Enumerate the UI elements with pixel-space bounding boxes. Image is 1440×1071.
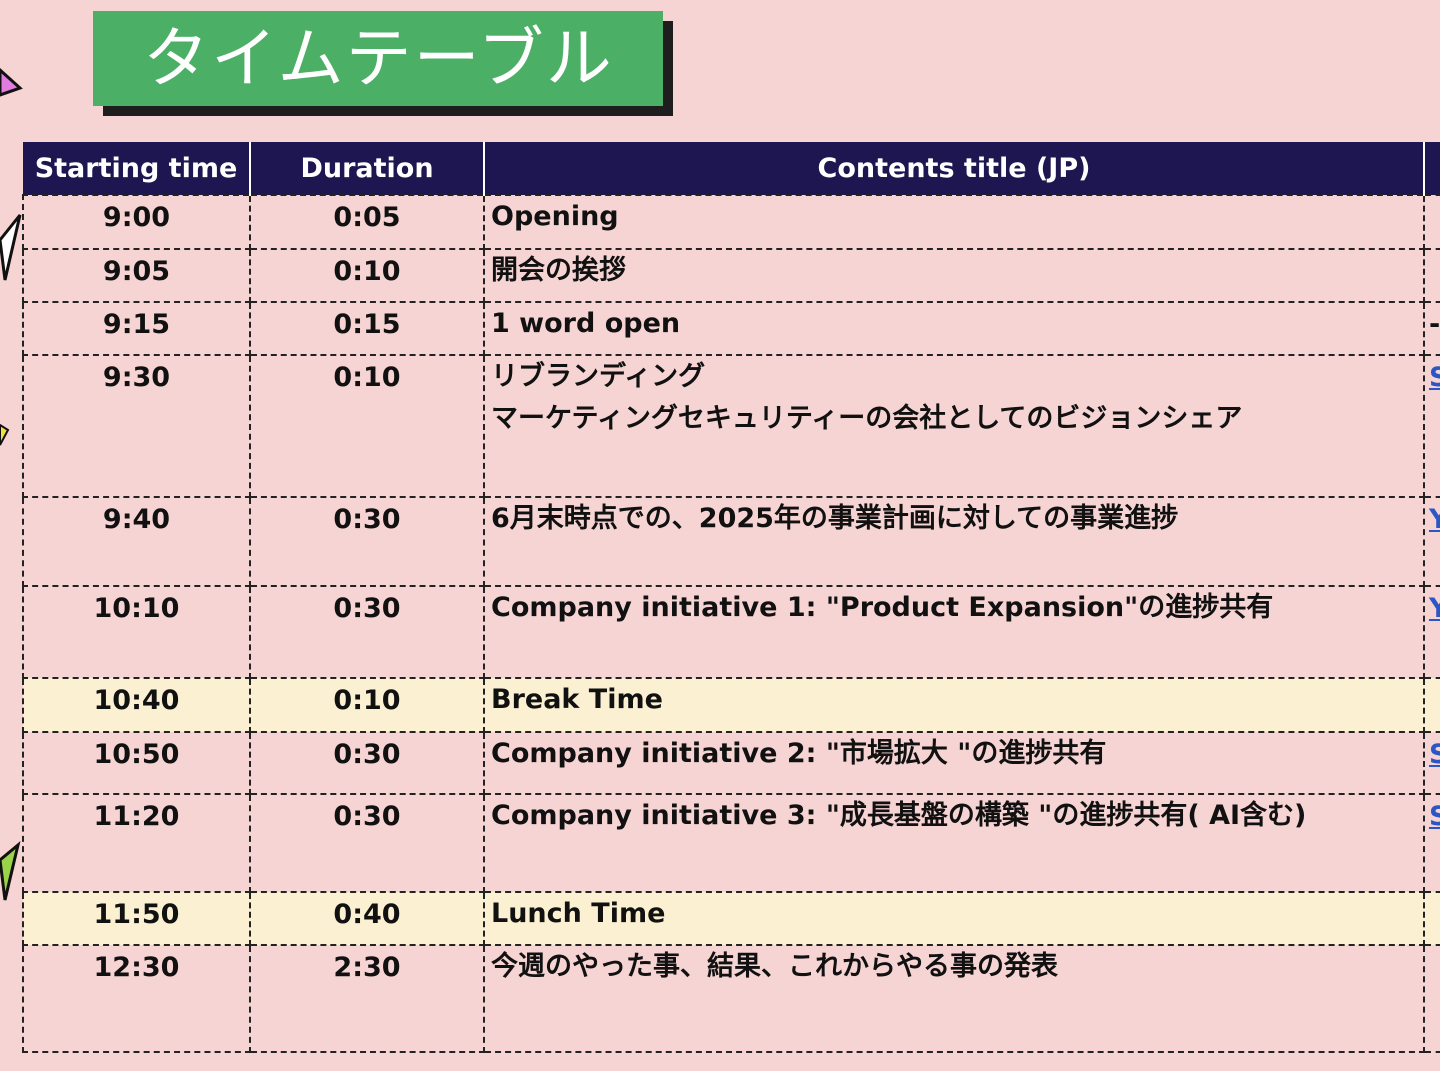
duration-cell: 0:40 (249, 891, 485, 946)
link-cell[interactable]: Y (1423, 585, 1440, 679)
link-cell[interactable]: Y (1423, 496, 1440, 587)
table-row: 12:30 2:30 今週のやった事、結果、これからやる事の発表 (22, 944, 1440, 1053)
contents-title-cell: リブランディング マーケティングセキュリティーの会社としてのビジョンシェア (483, 354, 1425, 498)
duration-cell: 0:10 (249, 354, 485, 498)
start-time-cell: 9:00 (22, 194, 251, 250)
link-cell[interactable]: S (1423, 793, 1440, 893)
header-duration: Duration (250, 142, 485, 195)
header-extra (1424, 142, 1440, 195)
start-time-cell: 11:50 (22, 891, 251, 946)
contents-title-cell: 6月末時点での、2025年の事業計画に対しての事業進捗 (483, 496, 1425, 587)
contents-title-cell: Company initiative 3: "成長基盤の構築 "の進捗共有( A… (483, 793, 1425, 893)
header-contents-title: Contents title (JP) (484, 142, 1425, 195)
table-row: 11:50 0:40 Lunch Time (22, 891, 1440, 946)
start-time-cell: 9:15 (22, 301, 251, 356)
contents-title-cell: 開会の挨拶 (483, 248, 1425, 303)
start-time-cell: 12:30 (22, 944, 251, 1053)
duration-cell: 0:15 (249, 301, 485, 356)
contents-title-cell: Opening (483, 194, 1425, 250)
duration-cell: 0:30 (249, 731, 485, 795)
title-banner: タイムテーブル (93, 11, 673, 116)
duration-cell: 2:30 (249, 944, 485, 1053)
table-row: 10:50 0:30 Company initiative 2: "市場拡大 "の進… (22, 731, 1440, 795)
duration-cell: 0:05 (249, 194, 485, 250)
table-row: 9:00 0:05 Opening (22, 194, 1440, 250)
table-row: 11:20 0:30 Company initiative 3: "成長基盤の構築 … (22, 793, 1440, 893)
table-row: 9:05 0:10 開会の挨拶 (22, 248, 1440, 303)
table-row: 9:15 0:15 1 word open - (22, 301, 1440, 356)
duration-cell: 0:30 (249, 793, 485, 893)
start-time-cell: 9:30 (22, 354, 251, 498)
start-time-cell: 10:10 (22, 585, 251, 679)
header-starting-time: Starting time (23, 142, 251, 195)
link-cell (1423, 248, 1440, 303)
contents-title-cell: Company initiative 2: "市場拡大 "の進捗共有 (483, 731, 1425, 795)
duration-cell: 0:10 (249, 677, 485, 733)
contents-title-cell: 1 word open (483, 301, 1425, 356)
start-time-cell: 9:40 (22, 496, 251, 587)
page-title: タイムテーブル (93, 11, 663, 106)
table-row: 10:40 0:10 Break Time (22, 677, 1440, 733)
link-cell[interactable]: - (1423, 301, 1440, 356)
link-cell (1423, 677, 1440, 733)
start-time-cell: 9:05 (22, 248, 251, 303)
start-time-cell: 10:50 (22, 731, 251, 795)
timetable: Starting time Duration Contents title (J… (22, 142, 1440, 1053)
duration-cell: 0:10 (249, 248, 485, 303)
duration-cell: 0:30 (249, 496, 485, 587)
table-row: 9:40 0:30 6月末時点での、2025年の事業計画に対しての事業進捗 Y (22, 496, 1440, 587)
link-cell[interactable]: S (1423, 354, 1440, 498)
link-cell (1423, 194, 1440, 250)
contents-title-cell: Company initiative 1: "Product Expansion… (483, 585, 1425, 679)
table-header: Starting time Duration Contents title (J… (23, 142, 1440, 195)
start-time-cell: 11:20 (22, 793, 251, 893)
contents-title-cell: Break Time (483, 677, 1425, 733)
table-row: 9:30 0:10 リブランディング マーケティングセキュリティーの会社としてのビジ… (22, 354, 1440, 498)
link-cell[interactable]: S (1423, 731, 1440, 795)
link-cell (1423, 891, 1440, 946)
start-time-cell: 10:40 (22, 677, 251, 733)
duration-cell: 0:30 (249, 585, 485, 679)
link-cell (1423, 944, 1440, 1053)
contents-title-cell: 今週のやった事、結果、これからやる事の発表 (483, 944, 1425, 1053)
decorative-shapes (0, 67, 23, 901)
table-row: 10:10 0:30 Company initiative 1: "Product … (22, 585, 1440, 679)
contents-title-cell: Lunch Time (483, 891, 1425, 946)
